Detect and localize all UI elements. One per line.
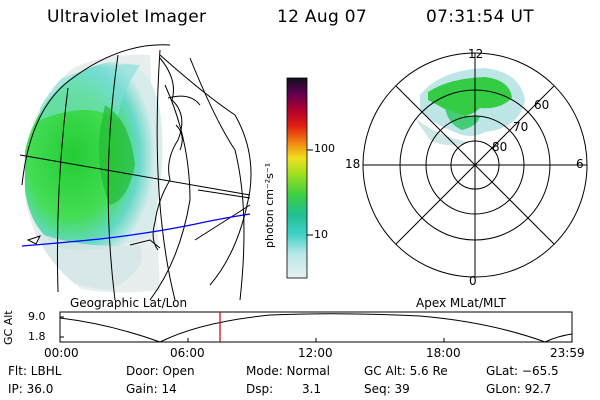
left-map-title: Geographic Lat/Lon [70, 296, 188, 310]
mlt-label-12: 12 [468, 47, 484, 61]
seq-info: Seq: 39 [364, 382, 410, 396]
door-info: Door: Open [126, 364, 195, 378]
mlt-label-0: 0 [469, 274, 477, 288]
timeline-ylabel: GC Alt [2, 310, 15, 345]
timeline-xtick-0600: 06:00 [170, 346, 205, 360]
gain-info: Gain: 14 [126, 382, 177, 396]
glon-info: GLon: 92.7 [486, 382, 552, 396]
date-label: 12 Aug 07 [277, 7, 367, 27]
satellite-track [21, 213, 251, 247]
geographic-map [23, 54, 163, 293]
timeline-xtick-1800: 18:00 [426, 346, 461, 360]
timeline-ytick-9: 9.0 [28, 310, 46, 323]
mode-info: Mode: Normal [246, 364, 330, 378]
mlt-label-6: 6 [576, 157, 584, 171]
coastline [26, 57, 201, 251]
polar-aurora [415, 68, 525, 146]
horizon-arc [21, 44, 171, 186]
colorbar-tick-100: 100 [314, 142, 335, 155]
instrument-title: Ultraviolet Imager [47, 7, 207, 27]
lat-label-80: 80 [492, 140, 508, 154]
timeline-ytick-1-8: 1.8 [28, 330, 46, 343]
timeline-ticks [187, 338, 445, 342]
colorbar-unit-label: photon cm⁻²s⁻¹ [263, 162, 276, 248]
colorbar [287, 78, 307, 278]
filter-info: Flt: LBHL [8, 364, 62, 378]
time-label: 07:31:54 UT [426, 7, 534, 27]
mlt-label-18: 18 [345, 157, 361, 171]
polar-grid [362, 52, 588, 278]
ip-info: IP: 36.0 [8, 382, 54, 396]
right-map-title: Apex MLat/MLT [416, 296, 506, 310]
lat-label-60: 60 [534, 98, 550, 112]
dsp-value: 3.1 [302, 382, 322, 396]
timeline-xtick-1200: 12:00 [298, 346, 333, 360]
glat-info: GLat: −65.5 [486, 364, 559, 378]
graticule [19, 49, 252, 301]
gc-alt-info: GC Alt: 5.6 Re [364, 364, 448, 378]
timeline-xtick-0000: 00:00 [44, 346, 79, 360]
lat-label-70: 70 [513, 120, 529, 134]
altitude-curve [59, 313, 573, 343]
timeline-xtick-2359: 23:59 [550, 346, 585, 360]
colorbar-tick-10: 10 [314, 228, 328, 241]
dsp-label: Dsp: [246, 382, 274, 396]
